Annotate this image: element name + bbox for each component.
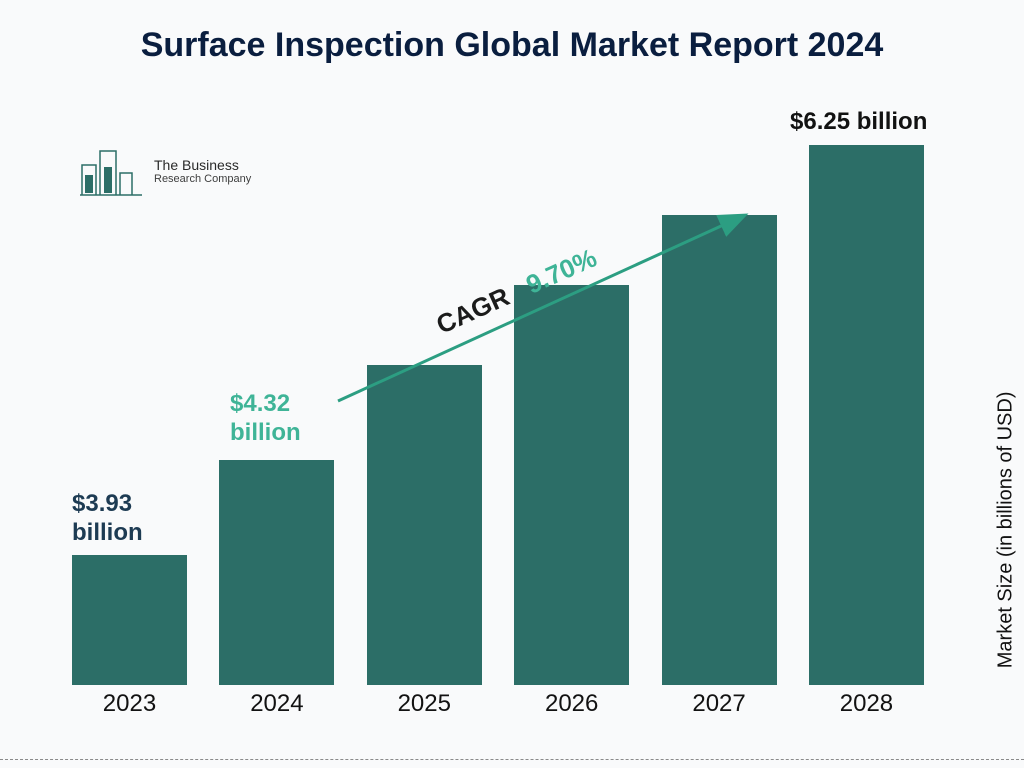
bar-2024 <box>219 460 334 685</box>
y-axis-label: Market Size (in billions of USD) <box>995 392 1018 669</box>
bar-2026 <box>514 285 629 685</box>
x-label-2023: 2023 <box>72 690 187 718</box>
bar-chart <box>72 145 924 685</box>
bars-group <box>72 145 924 685</box>
bar-2028 <box>809 145 924 685</box>
bottom-dashed-border <box>0 759 1024 760</box>
value-label-2028: $6.25 billion <box>790 108 970 137</box>
x-label-2027: 2027 <box>662 690 777 718</box>
x-label-2028: 2028 <box>809 690 924 718</box>
value-label-2023: $3.93 billion <box>72 490 192 548</box>
x-label-2024: 2024 <box>219 690 334 718</box>
bar-2023 <box>72 555 187 685</box>
chart-container: Surface Inspection Global Market Report … <box>0 0 1024 768</box>
bar-2027 <box>662 215 777 685</box>
x-label-2026: 2026 <box>514 690 629 718</box>
bar-2025 <box>367 365 482 685</box>
value-label-2024: $4.32 billion <box>230 390 340 448</box>
chart-title: Surface Inspection Global Market Report … <box>0 24 1024 67</box>
x-axis-labels: 2023 2024 2025 2026 2027 2028 <box>72 690 924 718</box>
x-label-2025: 2025 <box>367 690 482 718</box>
